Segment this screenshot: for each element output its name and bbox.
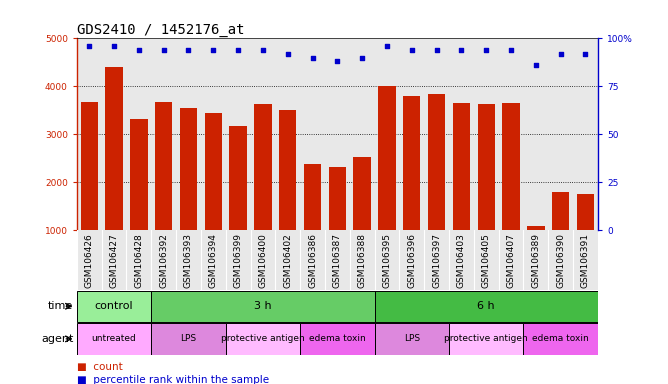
Bar [155,102,172,230]
Text: GSM106399: GSM106399 [234,233,242,288]
Point [283,51,293,57]
Bar [226,323,300,354]
Point [580,51,591,57]
Bar [279,111,297,230]
Bar [524,323,598,354]
Bar [378,86,395,230]
Text: protective antigen: protective antigen [444,334,528,343]
Text: GSM106389: GSM106389 [531,233,540,288]
Point [506,47,516,53]
Bar [300,323,375,354]
Bar [151,323,226,354]
Text: GSM106426: GSM106426 [85,233,94,288]
Bar [478,104,495,230]
Point [307,55,318,61]
Text: edema toxin: edema toxin [532,334,589,343]
Point [555,51,566,57]
Point [84,43,95,49]
Bar [81,102,98,230]
Bar [180,108,197,230]
Bar [353,157,371,230]
Bar [151,291,375,322]
Point [109,43,120,49]
Bar [552,192,569,230]
Point [357,55,367,61]
Bar [502,103,520,230]
Bar [255,104,272,230]
Text: GSM106402: GSM106402 [283,233,292,288]
Bar [304,164,321,230]
Text: ■  count: ■ count [77,362,122,372]
Bar [428,94,446,230]
Text: 6 h: 6 h [478,301,495,311]
Point [456,47,467,53]
Bar [106,67,123,230]
Bar [576,194,594,230]
Text: GSM106394: GSM106394 [209,233,218,288]
Bar [453,103,470,230]
Text: GDS2410 / 1452176_at: GDS2410 / 1452176_at [77,23,244,37]
Text: GSM106397: GSM106397 [432,233,441,288]
Text: control: control [95,301,134,311]
Text: time: time [48,301,73,311]
Text: GSM106386: GSM106386 [308,233,317,288]
Text: GSM106427: GSM106427 [110,233,118,288]
Text: GSM106395: GSM106395 [383,233,391,288]
Bar [449,323,524,354]
Text: ■  percentile rank within the sample: ■ percentile rank within the sample [77,375,269,384]
Text: GSM106392: GSM106392 [159,233,168,288]
Text: 3 h: 3 h [254,301,272,311]
Text: agent: agent [41,334,73,344]
Text: GSM106407: GSM106407 [506,233,516,288]
Point [134,47,144,53]
Point [258,47,269,53]
Text: edema toxin: edema toxin [309,334,365,343]
Bar [375,291,598,322]
Text: GSM106396: GSM106396 [407,233,416,288]
Bar [403,96,420,230]
Bar [130,119,148,230]
Bar [229,126,246,230]
Text: GSM106390: GSM106390 [556,233,565,288]
Point [530,62,541,68]
Point [481,47,492,53]
Point [208,47,218,53]
Bar [77,291,151,322]
Text: protective antigen: protective antigen [221,334,305,343]
Point [381,43,392,49]
Point [406,47,417,53]
Text: GSM106400: GSM106400 [259,233,267,288]
Point [432,47,442,53]
Text: untreated: untreated [92,334,136,343]
Text: GSM106387: GSM106387 [333,233,342,288]
Text: GSM106393: GSM106393 [184,233,193,288]
Text: GSM106405: GSM106405 [482,233,491,288]
Bar [329,167,346,230]
Text: GSM106403: GSM106403 [457,233,466,288]
Bar [375,323,449,354]
Bar [204,113,222,230]
Bar [527,225,544,230]
Bar [77,323,151,354]
Point [158,47,169,53]
Point [332,58,343,65]
Text: GSM106428: GSM106428 [134,233,144,288]
Text: GSM106391: GSM106391 [581,233,590,288]
Point [232,47,243,53]
Text: LPS: LPS [180,334,196,343]
Text: LPS: LPS [403,334,420,343]
Point [183,47,194,53]
Text: GSM106388: GSM106388 [357,233,367,288]
